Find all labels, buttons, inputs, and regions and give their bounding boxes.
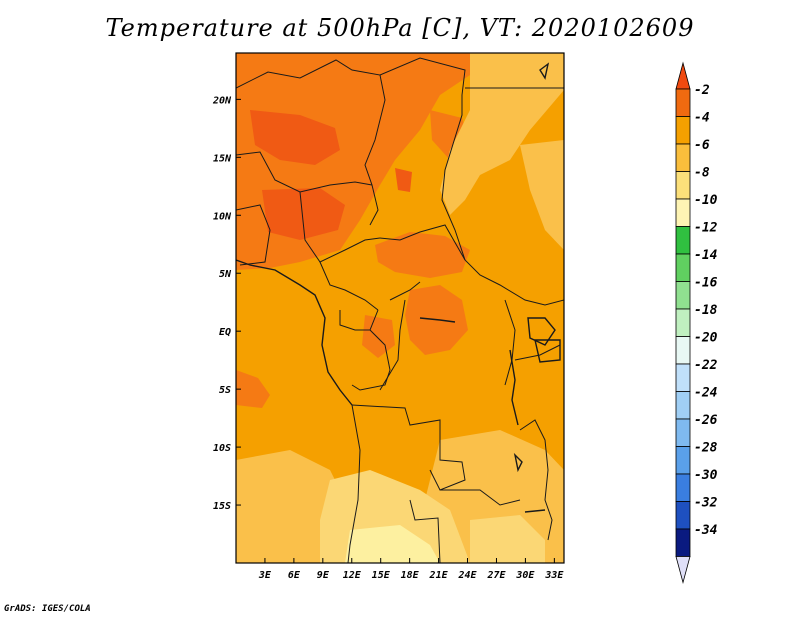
colorbar-label: -24 [694, 386, 718, 401]
colorbar-swatch [675, 501, 691, 530]
lat-tick-label: 15N [213, 153, 232, 164]
colorbar-label: -4 [694, 111, 710, 126]
colorbar-label: -16 [694, 276, 718, 291]
colorbar-label: -20 [694, 331, 718, 346]
light-region-southeast-patch [470, 515, 545, 563]
colorbar-swatch [675, 253, 691, 282]
lat-tick-label: EQ [219, 327, 231, 338]
coastlines-and-lakes [236, 62, 561, 513]
lat-tick-label: 10N [213, 211, 232, 222]
hot-spot-chad [395, 168, 412, 192]
colorbar-swatch [675, 143, 691, 172]
lon-tick-label: 24E [457, 570, 477, 581]
map-frame [235, 52, 565, 564]
colorbar-label: -2 [694, 83, 710, 98]
colorbar-swatch [675, 473, 691, 502]
colorbar-swatch [675, 116, 691, 145]
hot-spot-nigeria [262, 188, 345, 240]
colorbar-swatch [675, 418, 691, 447]
colorbar-top-arrow [675, 61, 691, 90]
colorbar-label: -28 [694, 441, 718, 456]
lon-tick-label: 9E [317, 570, 330, 581]
colorbar-swatch [675, 308, 691, 337]
lat-tick-label: 5N [219, 269, 232, 280]
colorbar-swatch [675, 171, 691, 200]
colorbar-swatch [675, 363, 691, 392]
colorbar-swatch [675, 446, 691, 475]
colorbar-label: -14 [694, 248, 718, 263]
colorbar-swatch [675, 88, 691, 117]
map-title: Temperature at 500hPa [C], VT: 202010260… [105, 14, 695, 42]
credit-text: GrADS: IGES/COLA [4, 604, 91, 614]
colorbar-swatch [675, 198, 691, 227]
colorbar-label: -32 [694, 496, 718, 511]
colorbar-label: -22 [694, 358, 718, 373]
colorbar-swatch [675, 528, 691, 557]
lon-tick-label: 15E [372, 570, 391, 581]
lon-tick-label: 30E [515, 570, 535, 581]
lon-tick-label: 6E [288, 570, 301, 581]
colorbar-swatch [675, 281, 691, 310]
colorbar-label: -34 [694, 523, 718, 538]
colorbar-swatch [675, 336, 691, 365]
colorbar-bottom-arrow [675, 556, 691, 585]
lat-tick-label: 10S [213, 443, 231, 454]
colorbar-label: -10 [694, 193, 718, 208]
lon-tick-label: 12E [343, 570, 362, 581]
colorbar-label: -26 [694, 413, 718, 428]
lon-tick-label: 21E [429, 570, 449, 581]
temperature-field [236, 53, 564, 563]
light-region-northeast [440, 53, 564, 215]
lat-tick-label: 15S [213, 501, 231, 512]
colorbar-label: -8 [694, 166, 710, 181]
hot-spot-sahel [250, 110, 340, 165]
colorbar-label: -18 [694, 303, 718, 318]
lighter-region-south [345, 525, 440, 563]
longitude-ticks: 3E 6E 9E 12E 15E 18E 21E 24E 27E 30E 33E [258, 558, 564, 581]
lon-tick-label: 18E [401, 570, 420, 581]
colorbar-label: -6 [694, 138, 710, 153]
colorbar: -2 -4 -6 -8 -10 -12 -14 -16 -18 -20 -22 -24 -26 -28 -3… [675, 61, 718, 585]
colorbar-label: -30 [694, 468, 718, 483]
lon-tick-label: 33E [544, 570, 564, 581]
colorbar-swatch [675, 226, 691, 255]
colorbar-swatch [675, 391, 691, 420]
lon-tick-label: 27E [486, 570, 506, 581]
country-borders [236, 57, 564, 563]
warm-region-central [375, 232, 470, 278]
warm-region-gabon [362, 315, 395, 358]
warm-region-west [236, 370, 270, 408]
latitude-ticks: 20N 15N 10N 5N EQ 5S 10S 15S [212, 95, 241, 512]
lat-tick-label: 20N [212, 95, 232, 106]
lat-tick-label: 5S [219, 385, 231, 396]
lon-tick-label: 3E [258, 570, 272, 581]
colorbar-label: -12 [694, 221, 718, 236]
light-region-east [520, 140, 564, 250]
